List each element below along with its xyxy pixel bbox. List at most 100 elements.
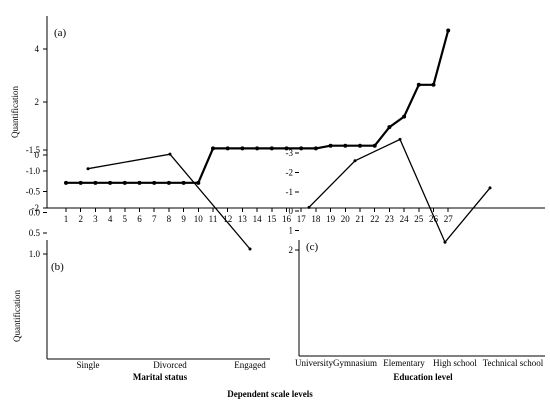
panel-a-point	[166, 180, 171, 185]
panel-a-y-tick-label: 0	[35, 150, 40, 160]
panel-a-point	[343, 143, 348, 148]
panel-a-x-tick-label: 6	[137, 214, 142, 224]
panel-b-y-tick-label: 0.0	[29, 207, 41, 217]
panel-a-point	[108, 180, 113, 185]
panel-a-point	[181, 180, 186, 185]
panel-a-x-tick-label: 22	[370, 214, 379, 224]
panel-a-point	[64, 180, 68, 185]
panel-c-y-tick-label: -3	[286, 148, 294, 158]
panel-a-series-line	[66, 30, 450, 184]
panel-c-x-tick-label: University	[295, 358, 333, 368]
panel-a-x-tick-label: 21	[356, 214, 365, 224]
panel-a-x-tick-label: 18	[311, 214, 321, 224]
panel-a-y-ticks: -2 0 2 4	[32, 44, 47, 213]
panel-c-point	[488, 186, 492, 190]
panel-a-y-tick-label: 4	[35, 44, 40, 54]
panel-b-x-tick-label: Single	[76, 360, 99, 370]
panel-a-x-tick-label: 19	[326, 214, 336, 224]
panel-b-y-tick-label: -1.5	[26, 145, 41, 155]
panel-a-x-tick-label: 2	[78, 214, 83, 224]
panel-a-point	[78, 180, 83, 185]
figure-footer-label: Dependent scale levels	[227, 389, 313, 399]
panel-b-y-tick-label: -0.5	[26, 187, 41, 197]
panel-c-points	[307, 137, 492, 244]
panel-a-x-tick-label: 8	[167, 214, 172, 224]
panel-a-x-tick-label: 7	[152, 214, 157, 224]
panel-b-point	[248, 247, 252, 251]
panel-a-x-tick-label: 24	[400, 214, 410, 224]
panel-a-point	[299, 146, 304, 151]
panel-a-point	[416, 82, 421, 87]
panel-a-x-tick-label: 9	[181, 214, 186, 224]
panel-a-x-tick-label: 17	[297, 214, 307, 224]
panel-a-label: (a)	[54, 27, 67, 39]
panel-a-x-ticks: 1 2 3 4 5 6 7 8 9 10 11 12 13 14 15 16 17 18 19 20 21 22 23 24 2…	[64, 208, 453, 224]
panel-a-point	[211, 146, 215, 151]
panel-a-point	[372, 143, 377, 148]
panel-b-series-line	[87, 153, 251, 250]
panel-a-point	[284, 146, 289, 151]
panel-a-x-tick-label: 1	[64, 214, 69, 224]
panel-a-point	[122, 180, 127, 185]
panel-a-point	[152, 180, 157, 185]
panel-a-x-tick-label: 10	[194, 214, 204, 224]
panel-b-y-tick-label: 0.5	[29, 228, 41, 238]
panel-a-x-tick-label: 16	[282, 214, 292, 224]
panel-c-x-tick-label: High school	[433, 358, 477, 368]
panel-c-x-label: Education level	[393, 372, 453, 382]
panel-a-x-tick-label: 4	[108, 214, 113, 224]
panel-a-x-tick-label: 14	[253, 214, 263, 224]
panel-b-point	[86, 167, 90, 171]
panel-a-point	[240, 146, 245, 151]
panel-c: (c) 210-1-2-3 University Gymnasium Element…	[286, 137, 545, 382]
panel-a-x-tick-label: 15	[267, 214, 277, 224]
panel-a-point	[446, 28, 451, 33]
panel-b-x-label: Marital status	[133, 372, 188, 382]
panel-b-y-tick-label: -1.0	[26, 166, 41, 176]
panel-b-y-tick-label: 1.0	[29, 249, 41, 259]
panel-b-label: (b)	[51, 261, 64, 273]
panel-c-series-line	[308, 138, 491, 244]
panel-c-label: (c)	[306, 241, 319, 253]
panel-c-y-tick-label: 1	[289, 226, 294, 236]
panel-a-y-tick-label: -2	[32, 203, 40, 213]
panel-a-x-tick-label: 13	[238, 214, 248, 224]
panel-a-points	[64, 28, 451, 185]
panel-c-y-tick-label: 2	[289, 245, 294, 255]
panel-a-point	[225, 146, 230, 151]
panel-a-point	[137, 180, 142, 185]
panel-b-x-ticks: Single Divorced Engaged	[76, 360, 266, 370]
panel-a-x-tick-label: 5	[123, 214, 128, 224]
panel-c-point	[353, 159, 357, 163]
panel-a-point	[431, 82, 436, 87]
panel-b-points	[86, 152, 252, 251]
panel-a-point	[387, 125, 392, 130]
panel-a-x-tick-label: 3	[93, 214, 98, 224]
panel-b-y-ticks: 1.0 0.5 0.0 -0.5 -1.0 -1.5	[26, 145, 47, 259]
panel-c-y-tick-label: -1	[286, 187, 294, 197]
panel-b-point	[168, 152, 172, 156]
panel-a-point	[313, 146, 318, 151]
panel-a-x-tick-label: 23	[385, 214, 395, 224]
panel-a-x-tick-label: 11	[209, 214, 218, 224]
panel-c-x-ticks: University Gymnasium Elementary High school…	[295, 358, 544, 368]
panel-a-x-tick-label: 20	[341, 214, 351, 224]
panel-c-point	[443, 240, 447, 244]
panel-a-y-tick-label: 2	[35, 97, 40, 107]
panel-c-point	[398, 137, 402, 141]
panel-a-x-tick-label: 26	[429, 214, 439, 224]
panel-c-y-tick-label: 0	[289, 206, 294, 216]
panel-b: (b) Quantification 1.0 0.5 0.0 -0.5 -1.0 -1.5…	[12, 145, 270, 382]
panel-c-x-tick-label: Gymnasium	[333, 358, 377, 368]
panel-a-point	[93, 180, 98, 185]
panel-b-x-tick-label: Engaged	[234, 360, 266, 370]
panel-a-point	[402, 114, 407, 119]
panel-a-point	[255, 146, 260, 151]
panel-c-point	[307, 205, 311, 209]
panel-c-y-ticks: 2 1 0 -1 -2 -3	[286, 148, 299, 255]
panel-a-point	[328, 143, 333, 148]
panel-c-y-tick-label: -2	[286, 167, 294, 177]
panel-a-point	[358, 143, 362, 148]
